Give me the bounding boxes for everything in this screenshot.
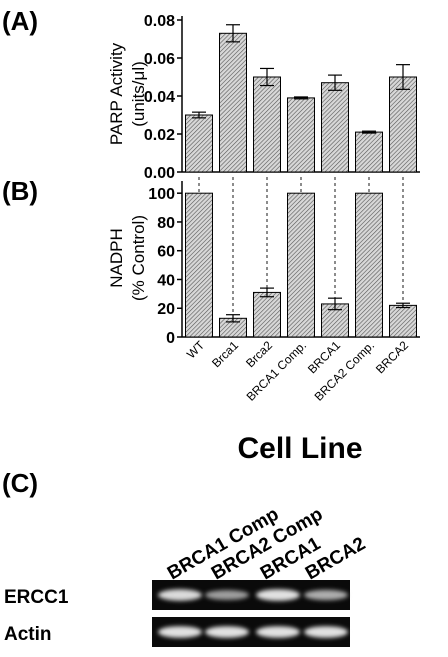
blot-band — [304, 626, 348, 638]
category-label: BRCA1 Comp. — [244, 338, 310, 404]
category-label: Brca1 — [209, 338, 241, 370]
y-tick-label: 40 — [157, 272, 175, 289]
y-axis-label-b-line1: NADPH — [107, 228, 126, 288]
bar — [389, 76, 417, 173]
bar — [185, 192, 213, 338]
y-ticks-b: 0 20 40 60 80 100 — [148, 186, 182, 347]
blot-band — [256, 589, 300, 601]
blot-row-label: Actin — [4, 624, 52, 645]
blot-band — [205, 590, 249, 600]
y-tick-label: 0.06 — [144, 51, 175, 68]
y-tick-label: 100 — [148, 186, 175, 203]
panel-label-b: (B) — [2, 176, 38, 206]
nadph-chart: 0 20 40 60 80 100 NADPH (% Control) WT Brca1 Br… — [107, 181, 420, 465]
blot-row-label: ERCC1 — [4, 587, 69, 608]
blot-band — [158, 589, 202, 601]
category-label: BRCA2 Comp. — [312, 338, 378, 404]
bars-a — [185, 24, 417, 173]
bar — [389, 304, 417, 338]
category-label: BRCA2 — [373, 338, 411, 376]
y-axis-label-a-line1: PARP Activity — [107, 42, 126, 145]
bar — [287, 192, 315, 338]
bars-b — [185, 192, 417, 338]
bar — [219, 32, 247, 173]
blot-band — [205, 626, 249, 638]
bar — [355, 131, 383, 173]
blot-rows: ERCC1 Actin — [4, 580, 350, 647]
bar — [287, 97, 315, 173]
parp-activity-chart: 0.00 0.02 0.04 0.06 0.08 PARP Activity (unit… — [107, 13, 420, 182]
category-label: Brca2 — [243, 338, 275, 370]
y-tick-label: 0.04 — [144, 89, 175, 106]
y-tick-label: 0.02 — [144, 127, 175, 144]
bar — [253, 76, 281, 173]
blot-band — [256, 626, 300, 638]
y-tick-label: 0.00 — [144, 165, 175, 182]
panel-label-c: (C) — [2, 468, 38, 498]
y-tick-label: 0.08 — [144, 13, 175, 30]
bar — [355, 192, 383, 338]
y-tick-label: 0 — [166, 330, 175, 347]
blot-band — [304, 589, 348, 601]
bar — [253, 291, 281, 338]
blot-band — [158, 626, 202, 638]
category-label: WT — [184, 338, 208, 362]
x-axis-title: Cell Line — [237, 432, 362, 465]
dashed-connectors — [198, 177, 404, 319]
y-axis-label-a-line2: (units/μl) — [129, 61, 148, 127]
y-ticks-a: 0.00 0.02 0.04 0.06 0.08 — [144, 13, 182, 182]
panel-label-a: (A) — [2, 6, 38, 36]
bar — [185, 114, 213, 173]
y-tick-label: 20 — [157, 301, 175, 318]
bar — [321, 82, 349, 173]
y-axis-label-b-line2: (% Control) — [129, 215, 148, 301]
y-tick-label: 60 — [157, 244, 175, 261]
y-tick-label: 80 — [157, 215, 175, 232]
